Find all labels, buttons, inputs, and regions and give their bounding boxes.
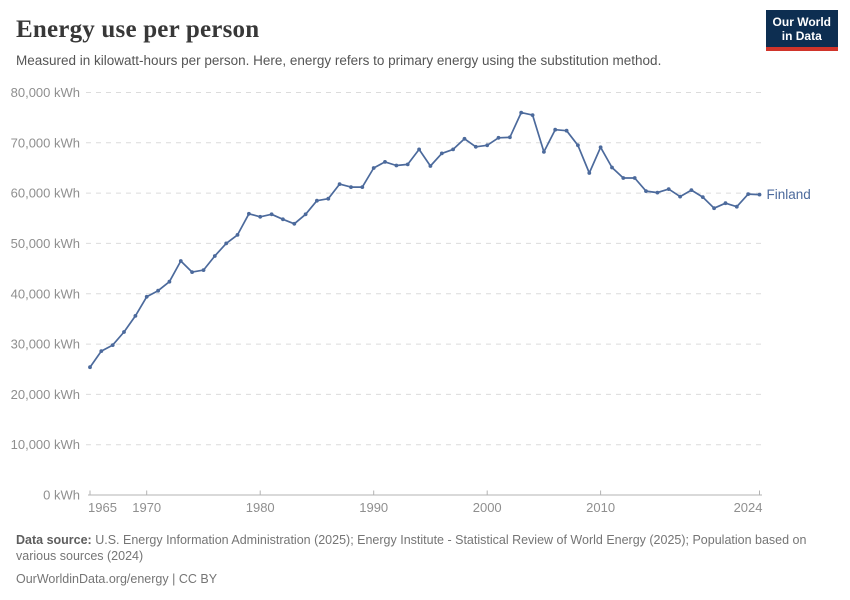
svg-text:10,000 kWh: 10,000 kWh <box>11 437 80 452</box>
owid-logo-line1: Our World <box>772 15 831 29</box>
data-source-text: U.S. Energy Information Administration (… <box>16 533 807 563</box>
data-points <box>88 110 762 370</box>
page-title: Energy use per person <box>16 16 260 43</box>
footer-separator: | <box>172 572 176 586</box>
svg-text:0 kWh: 0 kWh <box>43 488 80 503</box>
svg-text:50,000 kWh: 50,000 kWh <box>11 236 80 251</box>
series-label[interactable]: Finland <box>767 187 811 202</box>
x-axis <box>88 490 762 496</box>
svg-text:1970: 1970 <box>132 500 161 515</box>
svg-text:2010: 2010 <box>586 500 615 515</box>
data-source-note: Data source: U.S. Energy Information Adm… <box>16 532 822 564</box>
owid-logo[interactable]: Our World in Data <box>765 10 838 51</box>
svg-text:2000: 2000 <box>473 500 502 515</box>
svg-text:40,000 kWh: 40,000 kWh <box>11 286 80 301</box>
owid-logo-line2: in Data <box>781 29 822 43</box>
svg-text:70,000 kWh: 70,000 kWh <box>11 135 80 150</box>
svg-text:30,000 kWh: 30,000 kWh <box>11 337 80 352</box>
x-axis-labels: 1965 1970 1980 1990 2000 2010 2024 <box>88 500 763 515</box>
svg-text:60,000 kWh: 60,000 kWh <box>11 186 80 201</box>
license-note: OurWorldinData.org/energy | CC BY <box>16 571 822 587</box>
license-label: CC BY <box>178 572 218 586</box>
data-line[interactable] <box>89 111 761 369</box>
data-source-label: Data source: <box>16 533 92 547</box>
svg-text:1980: 1980 <box>246 500 275 515</box>
svg-text:2024: 2024 <box>734 500 763 515</box>
svg-text:20,000 kWh: 20,000 kWh <box>11 387 80 402</box>
y-axis-labels: 0 kWh 10,000 kWh 20,000 kWh 30,000 kWh 40,00… <box>11 85 80 503</box>
owid-url-link[interactable]: OurWorldinData.org/energy <box>16 572 169 586</box>
svg-text:1990: 1990 <box>359 500 388 515</box>
gridlines <box>86 92 762 446</box>
line-chart-canvas[interactable]: 0 kWh 10,000 kWh 20,000 kWh 30,000 kWh 40,00… <box>0 85 850 530</box>
svg-text:1965: 1965 <box>88 500 117 515</box>
chart-footer: Data source: U.S. Energy Information Adm… <box>16 532 822 587</box>
svg-text:80,000 kWh: 80,000 kWh <box>11 85 80 100</box>
chart-subtitle: Measured in kilowatt-hours per person. H… <box>16 53 662 68</box>
